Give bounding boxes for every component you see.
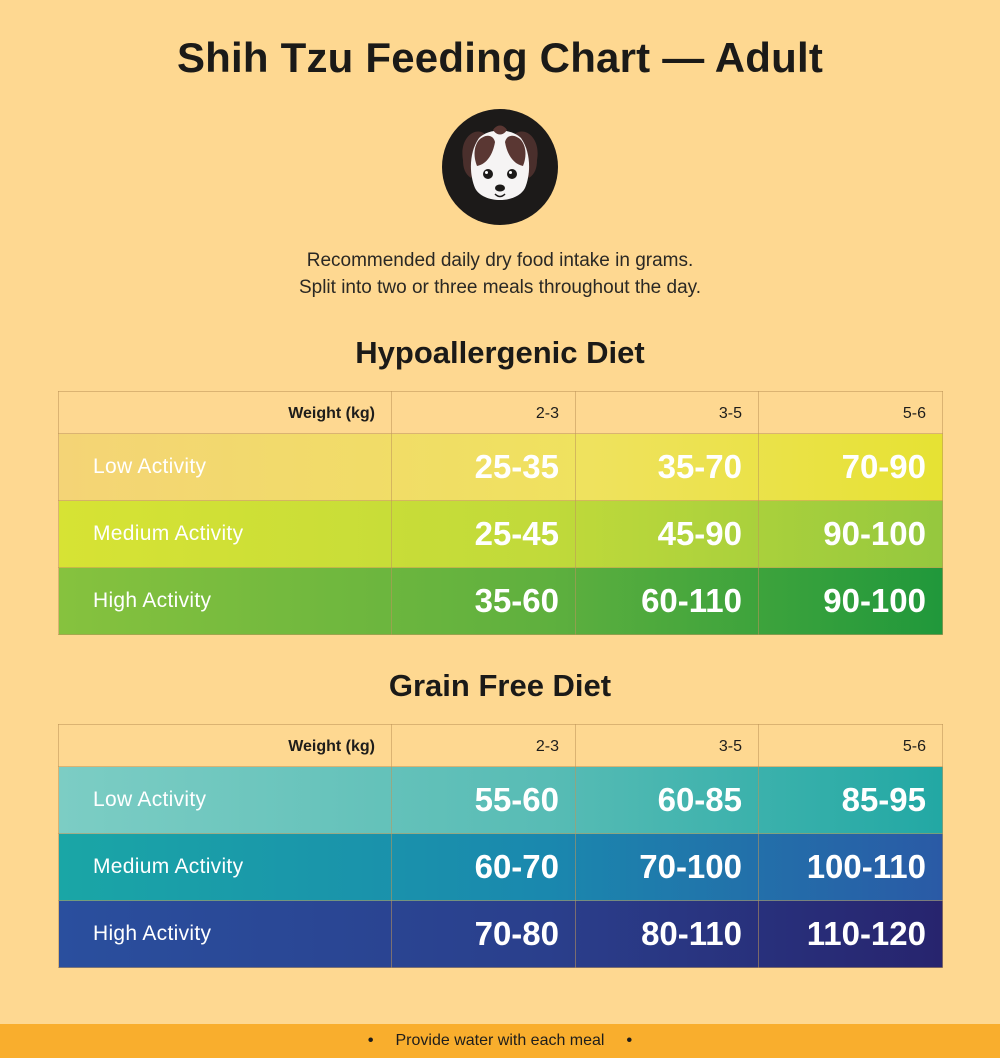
row-label: High Activity [58, 900, 392, 968]
weight-header-label: Weight (kg) [58, 391, 392, 434]
table-row: High Activity 35-60 60-110 90-100 [58, 567, 943, 635]
grain-free-table: Weight (kg) 2-3 3-5 5-6 Low Activity 55-… [58, 724, 943, 968]
grain-free-section-title: Grain Free Diet [388, 668, 612, 703]
table-cell: 25-35 [391, 433, 576, 501]
table-cell: 110-120 [758, 900, 943, 968]
table-cell: 60-85 [575, 766, 759, 834]
hypoallergenic-table: Weight (kg) 2-3 3-5 5-6 Low Activity 25-… [58, 391, 943, 635]
footer-text: Provide water with each meal [395, 1032, 605, 1049]
table-cell: 80-110 [575, 900, 759, 968]
table-cell: 70-100 [575, 833, 759, 901]
footer-bullet: • [367, 1032, 374, 1049]
table-header-row: Weight (kg) 2-3 3-5 5-6 [58, 391, 943, 434]
table-cell: 45-90 [575, 500, 759, 568]
table-cell: 25-45 [391, 500, 576, 568]
table-cell: 35-60 [391, 567, 576, 635]
subtitle-line-2: Split into two or three meals throughout… [298, 277, 702, 298]
column-header: 5-6 [758, 724, 943, 767]
footer-bullet: • [626, 1032, 633, 1049]
table-cell: 90-100 [758, 500, 943, 568]
table-cell: 70-90 [758, 433, 943, 501]
table-cell: 60-110 [575, 567, 759, 635]
row-label: Medium Activity [58, 500, 392, 568]
page-title: Shih Tzu Feeding Chart — Adult [176, 34, 824, 81]
table-row: Medium Activity 60-70 70-100 100-110 [58, 833, 943, 901]
row-label: High Activity [58, 567, 392, 635]
column-header: 3-5 [575, 724, 759, 767]
table-cell: 55-60 [391, 766, 576, 834]
column-header: 5-6 [758, 391, 943, 434]
table-row: Low Activity 55-60 60-85 85-95 [58, 766, 943, 834]
hypoallergenic-section-title: Hypoallergenic Diet [355, 335, 645, 370]
row-label: Low Activity [58, 433, 392, 501]
subtitle-line-1: Recommended daily dry food intake in gra… [306, 250, 694, 271]
column-header: 2-3 [391, 724, 576, 767]
table-cell: 70-80 [391, 900, 576, 968]
table-row: High Activity 70-80 80-110 110-120 [58, 900, 943, 968]
column-header: 3-5 [575, 391, 759, 434]
weight-header-label: Weight (kg) [58, 724, 392, 767]
table-cell: 60-70 [391, 833, 576, 901]
row-label: Medium Activity [58, 833, 392, 901]
table-cell: 35-70 [575, 433, 759, 501]
table-cell: 100-110 [758, 833, 943, 901]
table-cell: 90-100 [758, 567, 943, 635]
footer-bar: • Provide water with each meal • [0, 1024, 1000, 1058]
table-row: Low Activity 25-35 35-70 70-90 [58, 433, 943, 501]
table-cell: 85-95 [758, 766, 943, 834]
subtitle: Recommended daily dry food intake in gra… [0, 247, 1000, 301]
column-header: 2-3 [391, 391, 576, 434]
table-row: Medium Activity 25-45 45-90 90-100 [58, 500, 943, 568]
table-header-row: Weight (kg) 2-3 3-5 5-6 [58, 724, 943, 767]
row-label: Low Activity [58, 766, 392, 834]
shih-tzu-dog-face-icon [441, 108, 559, 226]
